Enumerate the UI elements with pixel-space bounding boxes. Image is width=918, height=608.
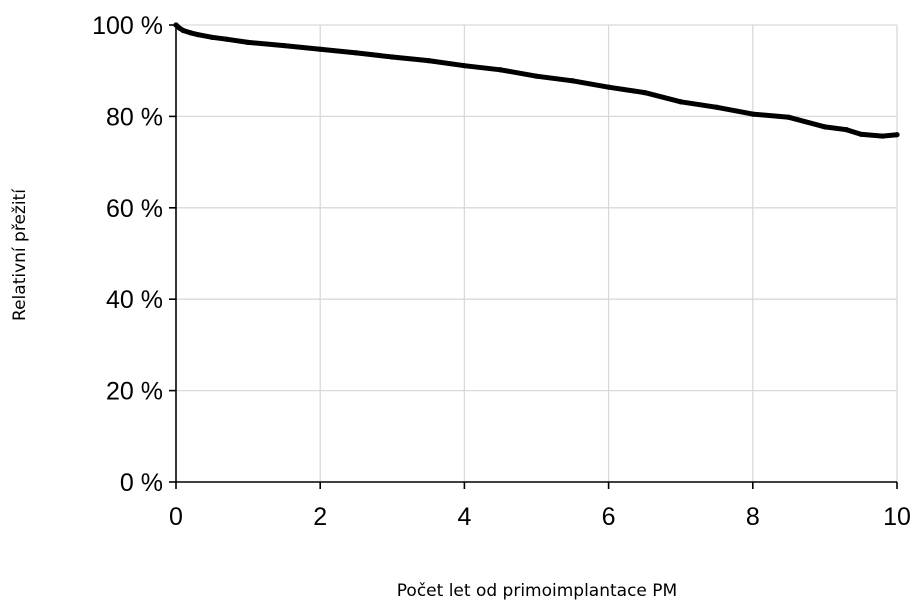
data-point	[569, 78, 576, 84]
x-tick-label-2: 2	[313, 503, 327, 531]
vertical-gridlines	[319, 25, 898, 482]
data-point	[209, 34, 215, 40]
data-point	[714, 104, 720, 110]
data-point	[678, 99, 684, 105]
data-point	[843, 127, 850, 133]
data-point	[389, 54, 395, 60]
data-point	[223, 36, 230, 42]
data-point	[786, 114, 792, 120]
data-point	[180, 27, 186, 34]
data-point	[858, 131, 864, 137]
y-tick-label-80: 80 %	[106, 103, 163, 131]
data-point	[497, 67, 504, 73]
data-point	[750, 111, 756, 117]
x-tick-label-8: 8	[746, 503, 760, 531]
x-tick-label-4: 4	[457, 503, 471, 531]
series-group	[173, 22, 900, 139]
data-point	[245, 39, 251, 45]
data-point	[461, 63, 467, 69]
horizontal-gridlines	[176, 24, 897, 392]
data-point	[353, 50, 359, 56]
x-tick-label-6: 6	[602, 503, 616, 531]
y-tick-label-40: 40 %	[106, 286, 163, 314]
data-point	[195, 31, 201, 38]
survival-line	[173, 22, 900, 139]
data-point	[642, 90, 648, 96]
data-point	[822, 124, 828, 130]
y-tick-label-100: 100 %	[92, 12, 163, 40]
data-point	[606, 84, 612, 90]
data-point	[187, 30, 194, 36]
x-tick-label-10: 10	[883, 503, 911, 531]
x-tick-labels: 0 2 4 6 8 10	[169, 503, 911, 531]
data-point	[173, 22, 179, 28]
y-tick-label-20: 20 %	[106, 378, 163, 406]
axes	[169, 24, 898, 489]
y-tick-label-0: 0 %	[120, 469, 163, 497]
y-axis-title: Relativní přežití	[10, 188, 30, 321]
x-axis-title: Počet let od primoimplantace PM	[397, 581, 677, 601]
y-tick-label-60: 60 %	[106, 195, 163, 223]
data-point	[281, 42, 287, 49]
data-point	[894, 132, 900, 138]
x-tick-label-0: 0	[169, 503, 183, 531]
y-tick-labels: 0 % 20 % 40 % 60 % 80 % 100 %	[92, 12, 163, 497]
data-point	[317, 46, 323, 52]
data-point	[533, 73, 540, 79]
data-point	[425, 58, 431, 64]
data-point	[879, 133, 886, 139]
